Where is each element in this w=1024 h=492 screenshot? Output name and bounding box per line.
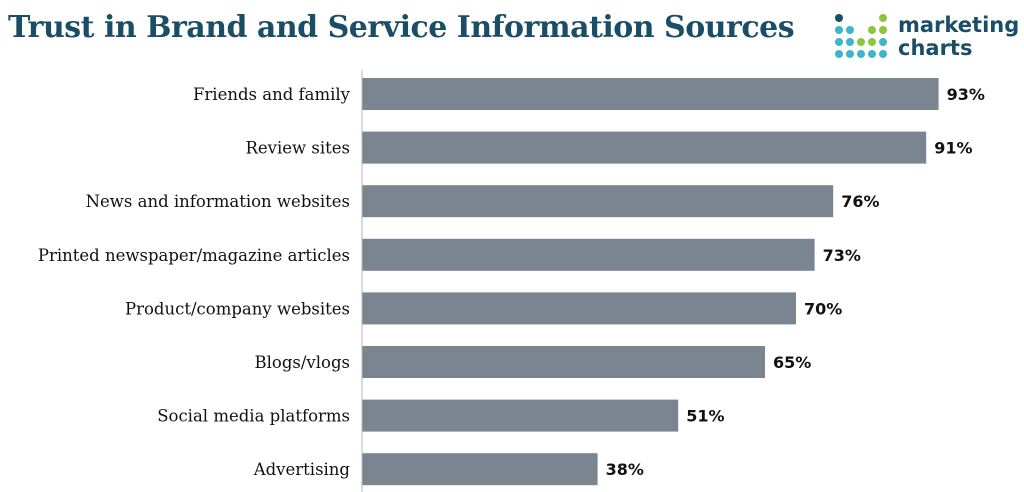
marketingcharts-logo: marketing charts — [834, 12, 1019, 64]
logo-dot — [879, 38, 887, 46]
value-label: 70% — [804, 299, 842, 318]
logo-dot — [857, 38, 865, 46]
logo-dot — [835, 38, 843, 46]
logo-dot — [857, 50, 865, 58]
logo-dot — [846, 38, 854, 46]
logo-dot — [868, 38, 876, 46]
value-label: 38% — [606, 460, 644, 479]
logo-text: marketing charts — [898, 14, 1019, 60]
category-label: Review sites — [245, 139, 350, 158]
value-label: 76% — [841, 192, 879, 211]
bar — [362, 346, 765, 378]
logo-dots-icon — [835, 14, 887, 58]
logo-text-line2: charts — [898, 36, 973, 60]
logo-dot — [879, 26, 887, 34]
bar — [362, 399, 679, 432]
bar — [362, 238, 815, 271]
value-label: 51% — [686, 407, 724, 426]
logo-dot — [879, 14, 887, 22]
category-label: Social media platforms — [157, 407, 350, 426]
logo-dot — [879, 50, 887, 58]
value-label: 65% — [773, 353, 811, 372]
category-label: News and information websites — [86, 192, 350, 211]
logo-dot — [846, 26, 854, 34]
category-label: Product/company websites — [125, 299, 350, 318]
category-label: Friends and family — [193, 85, 351, 104]
logo-text-line1: marketing — [898, 13, 1020, 37]
logo-dot — [835, 26, 843, 34]
value-label: 73% — [823, 246, 861, 265]
bars-layer: Friends and family 93% Review sites 91% News… — [38, 78, 985, 486]
bar — [362, 185, 834, 218]
logo-dot — [868, 26, 876, 34]
bar — [362, 78, 939, 110]
category-label: Blogs/vlogs — [255, 353, 351, 372]
logo-dot — [835, 50, 843, 58]
category-label: Advertising — [253, 460, 351, 479]
bar — [362, 292, 796, 325]
bar — [362, 453, 598, 486]
bar — [362, 131, 927, 164]
chart-title: Trust in Brand and Service Information S… — [8, 10, 795, 45]
logo-dot — [835, 14, 843, 22]
category-label: Printed newspaper/magazine articles — [38, 246, 350, 265]
logo-dot — [868, 50, 876, 58]
value-label: 91% — [934, 139, 972, 158]
logo-dot — [846, 50, 854, 58]
value-label: 93% — [947, 85, 985, 104]
